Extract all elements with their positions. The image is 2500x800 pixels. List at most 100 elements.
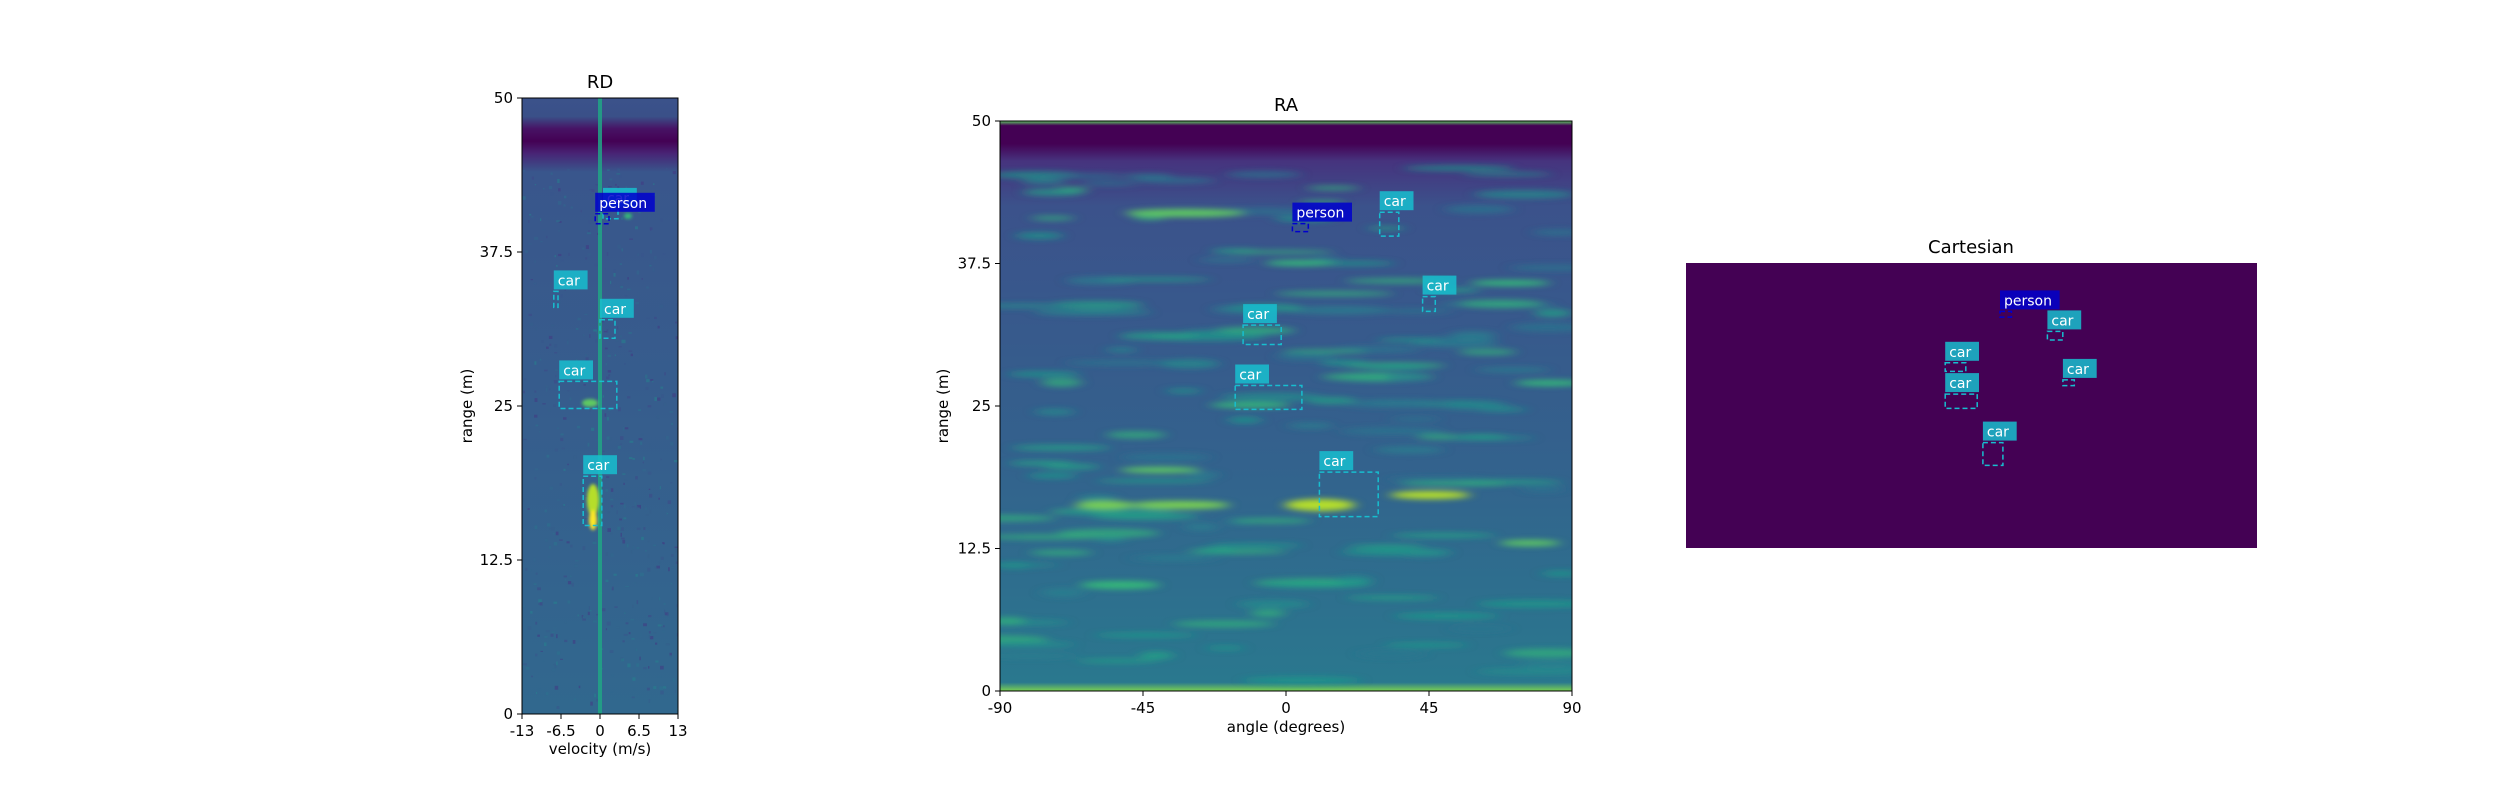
rd-noise-speck bbox=[594, 263, 598, 267]
ra-streak bbox=[1509, 264, 1572, 271]
rd-noise-speck bbox=[676, 303, 678, 306]
rd-noise-speck bbox=[634, 501, 637, 506]
rd-noise-speck bbox=[649, 509, 652, 514]
rd-noise-speck bbox=[550, 172, 553, 175]
ra-detection-label: car bbox=[1427, 279, 1449, 295]
rd-noise-speck bbox=[549, 388, 551, 391]
rd-noise-speck bbox=[662, 542, 665, 545]
rd-noise-speck bbox=[561, 504, 565, 507]
rd-noise-speck bbox=[643, 623, 647, 627]
rd-noise-speck bbox=[635, 302, 640, 305]
rd-noise-speck bbox=[605, 552, 608, 556]
rd-noise-speck bbox=[522, 605, 526, 608]
ra-streak bbox=[1399, 481, 1509, 487]
rd-noise-speck bbox=[556, 634, 558, 639]
ra-streak bbox=[1522, 486, 1565, 492]
rd-noise-speck bbox=[585, 495, 588, 497]
rd-noise-speck bbox=[567, 169, 570, 171]
rd-noise-speck bbox=[623, 517, 627, 520]
rd-noise-speck bbox=[589, 409, 591, 412]
ra-streak bbox=[1000, 641, 1075, 648]
rd-noise-speck bbox=[671, 554, 674, 557]
rd-noise-speck bbox=[605, 489, 608, 492]
ra-ytick-label: 25 bbox=[972, 397, 991, 415]
rd-noise-speck bbox=[618, 467, 620, 470]
ra-streak bbox=[1391, 532, 1496, 539]
rd-xtick-label: -6.5 bbox=[546, 722, 575, 740]
ra-streak bbox=[1261, 580, 1371, 588]
rd-noise-speck bbox=[660, 690, 664, 695]
rd-noise-speck bbox=[672, 393, 676, 398]
rd-noise-speck bbox=[574, 698, 576, 701]
rd-noise-speck bbox=[563, 204, 566, 207]
ra-streak bbox=[1015, 232, 1064, 240]
ra-ylabel: range (m) bbox=[934, 369, 952, 444]
rd-noise-speck bbox=[544, 635, 548, 638]
rd-noise-speck bbox=[556, 661, 558, 666]
ra-hotspot bbox=[1390, 491, 1470, 499]
rd-noise-speck bbox=[626, 288, 631, 291]
rd-noise-speck bbox=[646, 687, 650, 691]
rd-noise-speck bbox=[664, 609, 666, 614]
rd-noise-speck bbox=[549, 545, 551, 549]
rd-noise-speck bbox=[606, 621, 611, 626]
rd-noise-speck bbox=[582, 618, 586, 621]
rd-noise-speck bbox=[533, 282, 537, 285]
rd-zero-doppler-line bbox=[598, 98, 602, 714]
ra-streak bbox=[1510, 323, 1572, 332]
ra-streak bbox=[1476, 600, 1572, 608]
rd-noise-speck bbox=[527, 508, 530, 510]
rd-noise-speck bbox=[589, 334, 591, 338]
rd-noise-speck bbox=[564, 621, 567, 624]
rd-noise-speck bbox=[632, 458, 635, 460]
rd-noise-speck bbox=[545, 538, 548, 542]
rd-noise-speck bbox=[567, 581, 572, 585]
cartesian-detection-label-bg bbox=[2047, 310, 2082, 330]
rd-ylabel: range (m) bbox=[458, 369, 476, 444]
ra-streak bbox=[1065, 359, 1182, 366]
rd-noise-speck bbox=[563, 195, 567, 199]
rd-noise-speck bbox=[647, 567, 651, 572]
rd-noise-speck bbox=[567, 390, 570, 392]
ra-streak bbox=[1095, 537, 1126, 542]
rd-noise-speck bbox=[657, 624, 662, 627]
rd-noise-speck bbox=[554, 380, 558, 384]
rd-noise-speck bbox=[582, 546, 586, 551]
rd-noise-speck bbox=[659, 686, 663, 690]
rd-noise-speck bbox=[670, 582, 672, 585]
ra-ytick-label: 12.5 bbox=[958, 540, 991, 558]
rd-noise-speck bbox=[559, 539, 563, 541]
rd-noise-speck bbox=[662, 686, 667, 689]
rd-noise-speck bbox=[560, 259, 564, 262]
rd-noise-speck bbox=[541, 229, 546, 231]
rd-noise-speck bbox=[538, 599, 542, 603]
rd-noise-speck bbox=[557, 300, 561, 304]
rd-noise-speck bbox=[550, 192, 554, 196]
rd-noise-speck bbox=[567, 600, 571, 604]
rd-noise-speck bbox=[610, 691, 614, 693]
ra-xtick-label: -90 bbox=[988, 699, 1013, 717]
ra-streak bbox=[1385, 642, 1468, 648]
rd-noise-speck bbox=[636, 547, 640, 549]
ra-streak bbox=[1034, 308, 1152, 316]
rd-noise-speck bbox=[676, 633, 678, 637]
rd-noise-speck bbox=[635, 648, 637, 651]
rd-noise-speck bbox=[671, 566, 675, 569]
ra-streak bbox=[1455, 434, 1507, 440]
rd-noise-speck bbox=[585, 354, 587, 356]
rd-noise-speck bbox=[658, 597, 661, 601]
ra-streak bbox=[1521, 660, 1572, 669]
rd-noise-speck bbox=[650, 379, 654, 382]
ra-streak bbox=[1442, 402, 1511, 410]
rd-noise-speck bbox=[660, 458, 662, 461]
rd-noise-speck bbox=[633, 687, 636, 691]
rd-noise-speck bbox=[648, 615, 652, 618]
rd-noise-speck bbox=[553, 542, 558, 546]
rd-detection-label-bg bbox=[583, 455, 617, 475]
rd-noise-speck bbox=[648, 666, 650, 669]
rd-noise-speck bbox=[662, 253, 666, 256]
rd-noise-speck bbox=[585, 357, 589, 361]
ra-streak bbox=[1039, 173, 1127, 179]
rd-noise-speck bbox=[556, 264, 558, 267]
rd-noise-speck bbox=[585, 245, 589, 249]
